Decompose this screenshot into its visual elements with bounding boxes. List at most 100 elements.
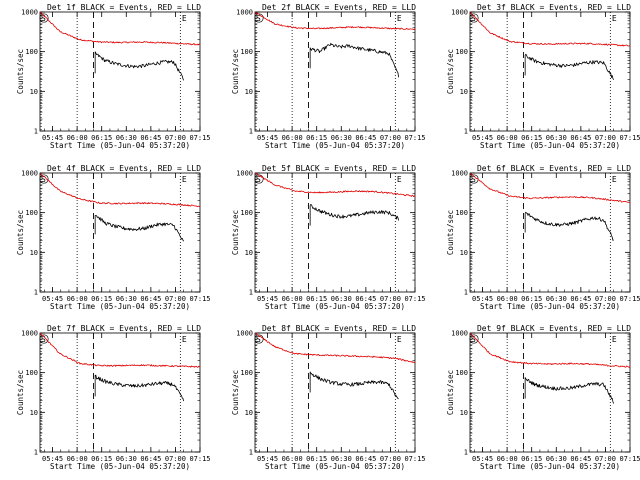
x-tick-label: 07:15 xyxy=(619,295,640,303)
x-tick-label: 07:15 xyxy=(404,455,425,463)
y-tick-label: 1 xyxy=(249,289,253,297)
detector-panel-6: Det 6f BLACK = Events, RED = LLD 1 10 100 10… xyxy=(446,164,640,311)
y-tick-label: 1000 xyxy=(21,9,38,17)
x-tick-label: 06:30 xyxy=(546,134,567,142)
x-axis-label: Start Time (05-Jun-04 05:37:20) xyxy=(265,302,405,311)
events-rate-line xyxy=(524,377,614,404)
y-tick-label: 1 xyxy=(34,449,38,457)
x-tick-label: 07:15 xyxy=(189,295,210,303)
y-tick-label: 100 xyxy=(455,209,468,217)
start-marker-ring xyxy=(39,13,49,23)
y-tick-label: 1000 xyxy=(236,170,253,178)
start-marker-ring xyxy=(469,334,479,344)
x-tick-label: 06:45 xyxy=(570,134,591,142)
end-marker: E xyxy=(612,175,617,184)
x-axis-label: Start Time (05-Jun-04 05:37:20) xyxy=(480,141,620,150)
start-marker: S xyxy=(41,335,46,344)
panel-title: Det 6f BLACK = Events, RED = LLD xyxy=(477,164,631,173)
y-tick-label: 100 xyxy=(455,369,468,377)
x-tick-label: 07:00 xyxy=(595,455,616,463)
y-tick-label: 100 xyxy=(240,209,253,217)
y-axis-label: Counts/sec xyxy=(231,370,240,415)
y-tick-label: 1000 xyxy=(451,170,468,178)
plot-frame xyxy=(469,332,631,453)
start-marker: S xyxy=(41,14,46,23)
x-tick-label: 06:00 xyxy=(282,295,303,303)
y-tick-label: 1 xyxy=(249,449,253,457)
y-axis-label: Counts/sec xyxy=(16,49,25,94)
x-tick-label: 06:45 xyxy=(140,134,161,142)
y-axis-label: Counts/sec xyxy=(231,49,240,94)
y-tick-label: 1 xyxy=(464,128,468,136)
x-tick-label: 06:45 xyxy=(355,455,376,463)
detector-panel-2: Det 2f BLACK = Events, RED = LLD 1 10 100 10… xyxy=(231,3,426,150)
x-tick-label: 06:15 xyxy=(91,134,112,142)
x-tick-label: 07:00 xyxy=(595,134,616,142)
panel-title: Det 1f BLACK = Events, RED = LLD xyxy=(47,3,201,12)
panel-title: Det 2f BLACK = Events, RED = LLD xyxy=(262,3,416,12)
y-tick-label: 100 xyxy=(25,209,38,217)
x-tick-label: 06:30 xyxy=(331,295,352,303)
x-tick-label: 06:15 xyxy=(306,455,327,463)
y-tick-label: 1 xyxy=(34,128,38,136)
plot-frame xyxy=(469,11,631,132)
y-tick-label: 10 xyxy=(245,88,253,96)
x-tick-label: 07:00 xyxy=(380,134,401,142)
events-rate-line xyxy=(309,371,399,400)
y-tick-label: 100 xyxy=(25,48,38,56)
x-tick-label: 06:15 xyxy=(91,455,112,463)
x-tick-label: 06:30 xyxy=(331,455,352,463)
end-marker: E xyxy=(182,14,187,23)
lld-rate-line xyxy=(39,332,201,368)
lld-rate-line xyxy=(255,332,415,363)
y-tick-label: 1 xyxy=(34,289,38,297)
y-tick-label: 100 xyxy=(455,48,468,56)
lld-rate-line xyxy=(469,12,631,47)
x-tick-label: 06:00 xyxy=(67,295,88,303)
end-marker: E xyxy=(397,175,402,184)
x-tick-label: 06:15 xyxy=(306,295,327,303)
x-tick-label: 06:15 xyxy=(521,455,542,463)
detector-panel-3: Det 3f BLACK = Events, RED = LLD 1 10 100 10… xyxy=(446,3,640,150)
lld-rate-line xyxy=(254,11,416,30)
x-tick-label: 06:00 xyxy=(497,455,518,463)
start-marker-ring xyxy=(254,174,264,184)
y-tick-label: 10 xyxy=(30,88,38,96)
y-tick-label: 10 xyxy=(30,409,38,417)
x-tick-label: 06:00 xyxy=(497,134,518,142)
plot-frame xyxy=(254,11,416,132)
x-tick-label: 06:45 xyxy=(570,295,591,303)
events-rate-line xyxy=(524,211,614,241)
x-tick-label: 06:45 xyxy=(140,455,161,463)
x-axis-label: Start Time (05-Jun-04 05:37:20) xyxy=(265,462,405,471)
lld-rate-line xyxy=(39,173,201,208)
plot-frame xyxy=(39,11,201,132)
y-axis-label: Counts/sec xyxy=(16,210,25,255)
x-tick-label: 07:00 xyxy=(165,134,186,142)
events-rate-line xyxy=(309,204,400,226)
panel-title: Det 9f BLACK = Events, RED = LLD xyxy=(477,324,631,333)
y-tick-label: 1 xyxy=(464,449,468,457)
x-tick-label: 06:00 xyxy=(67,455,88,463)
x-tick-label: 05:45 xyxy=(472,295,493,303)
y-tick-label: 1000 xyxy=(21,330,38,338)
y-tick-label: 10 xyxy=(460,88,468,96)
x-tick-label: 06:30 xyxy=(546,455,567,463)
start-marker: S xyxy=(256,175,261,184)
y-tick-label: 1000 xyxy=(236,330,253,338)
y-axis-label: Counts/sec xyxy=(231,210,240,255)
x-tick-label: 07:15 xyxy=(619,134,640,142)
start-marker: S xyxy=(256,335,261,344)
plot-frame xyxy=(39,172,201,293)
x-tick-label: 07:15 xyxy=(404,134,425,142)
x-tick-label: 06:30 xyxy=(116,455,137,463)
end-marker: E xyxy=(612,335,617,344)
x-axis-label: Start Time (05-Jun-04 05:37:20) xyxy=(480,462,620,471)
x-tick-label: 07:00 xyxy=(595,295,616,303)
y-tick-label: 10 xyxy=(245,409,253,417)
y-tick-label: 1000 xyxy=(236,9,253,17)
y-tick-label: 10 xyxy=(460,249,468,257)
x-tick-label: 06:45 xyxy=(570,455,591,463)
y-tick-label: 10 xyxy=(30,249,38,257)
x-tick-label: 06:45 xyxy=(355,134,376,142)
